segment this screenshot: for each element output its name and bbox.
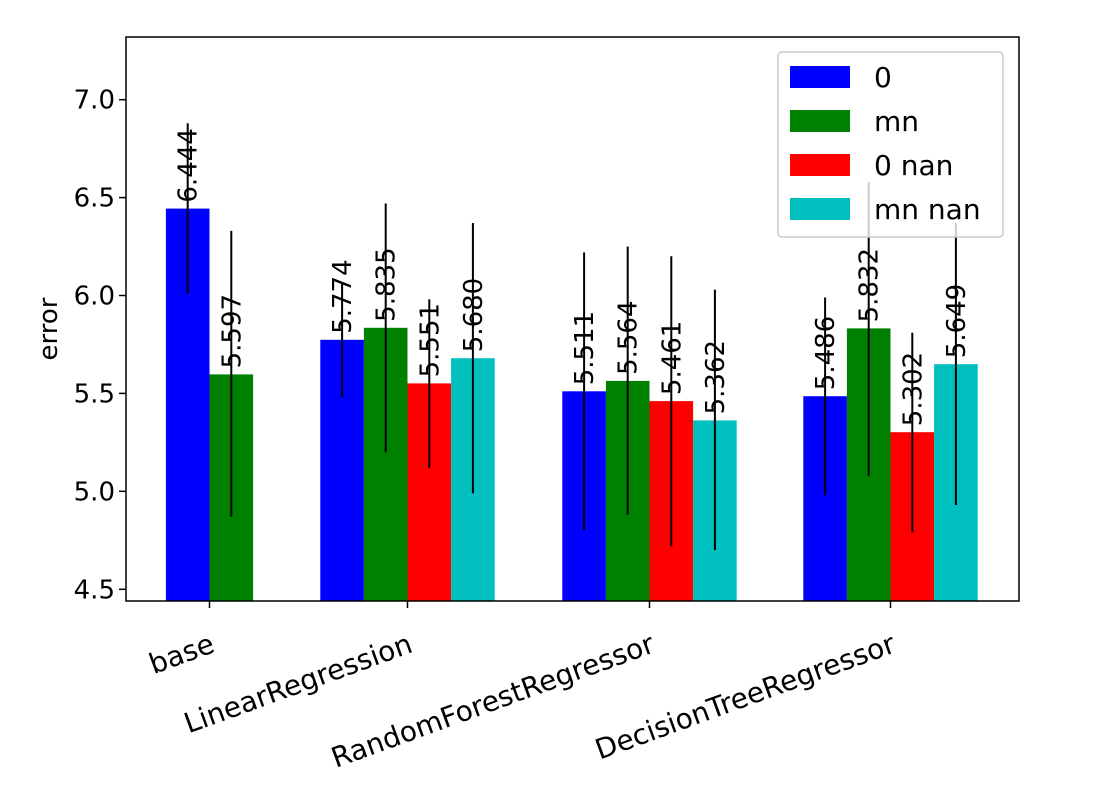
legend-label-2: mn bbox=[874, 105, 919, 138]
bar-label-1-4: 5.486 bbox=[811, 316, 841, 390]
legend-swatch-1 bbox=[790, 66, 850, 88]
bar-label-3-2: 5.551 bbox=[415, 303, 445, 377]
y-tick-label-6: 7.0 bbox=[74, 86, 115, 116]
plot-frame bbox=[125, 36, 1020, 602]
legend-swatch-4 bbox=[790, 198, 850, 220]
y-tick-label-5: 6.5 bbox=[74, 184, 115, 214]
error-bars-layer bbox=[186, 123, 957, 551]
y-tick-label-1: 4.5 bbox=[74, 575, 115, 605]
bars-layer bbox=[165, 208, 978, 601]
x-axis: baseLinearRegressionRandomForestRegresso… bbox=[145, 601, 900, 775]
bar-label-1-1: 6.444 bbox=[174, 128, 204, 202]
bar-label-4-2: 5.680 bbox=[459, 278, 489, 352]
legend-label-1: 0 bbox=[874, 61, 892, 94]
legend-swatch-2 bbox=[790, 110, 850, 132]
legend-box bbox=[777, 51, 1004, 238]
bar-label-2-2: 5.835 bbox=[372, 247, 402, 321]
legend: 0 mn 0 nan mn nan bbox=[777, 51, 1004, 238]
legend-label-3: 0 nan bbox=[874, 149, 953, 182]
bar-label-2-1: 5.597 bbox=[217, 294, 247, 368]
bar-label-4-3: 5.362 bbox=[701, 340, 731, 414]
bar-labels-layer: 6.444 5.597 5.774 5.835 5.551 5.680 5.511 5.564… bbox=[174, 128, 972, 426]
bar-label-3-3: 5.461 bbox=[657, 321, 687, 395]
bar-label-1-3: 5.511 bbox=[570, 311, 600, 385]
bar-label-1-2: 5.774 bbox=[328, 259, 358, 333]
legend-label-4: mn nan bbox=[874, 193, 981, 226]
legend-swatch-3 bbox=[790, 154, 850, 176]
y-tick-label-2: 5.0 bbox=[74, 477, 115, 507]
y-tick-label-4: 6.0 bbox=[74, 282, 115, 312]
bar-label-2-4: 5.832 bbox=[855, 248, 885, 322]
x-category-label-1: base bbox=[145, 627, 219, 681]
y-axis: 4.5 5.0 5.5 6.0 6.5 7.0 bbox=[74, 86, 126, 605]
bar-label-2-3: 5.564 bbox=[614, 300, 644, 374]
y-axis-label: error bbox=[34, 297, 64, 360]
bar-label-4-4: 5.649 bbox=[942, 284, 972, 358]
y-tick-label-3: 5.5 bbox=[74, 379, 115, 409]
bar-label-3-4: 5.302 bbox=[898, 352, 928, 426]
